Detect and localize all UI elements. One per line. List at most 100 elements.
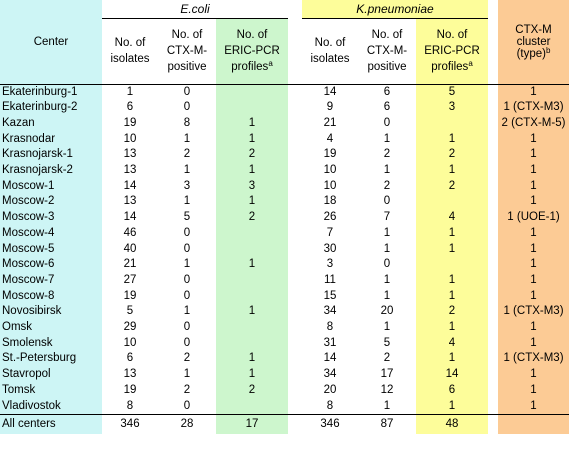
- ecoli-positive-cell: 0: [158, 398, 216, 415]
- ecoli-profiles-cell: 3: [216, 178, 288, 195]
- cluster-cell: 1 (CTX-M3): [498, 100, 569, 116]
- cluster-cell: 1 (UOE-1): [498, 210, 569, 226]
- center-cell: Moscow-2: [0, 194, 102, 211]
- spacer-cell: [488, 335, 498, 352]
- kpn-positive-cell: 6: [358, 83, 416, 101]
- ecoli-profiles-cell: 2: [216, 147, 288, 164]
- kpn-isolates-cell: 14: [302, 83, 358, 101]
- spacer-cell: [288, 351, 302, 368]
- spacer-cell: [488, 367, 498, 383]
- ecoli-profiles-cell: 1: [216, 351, 288, 368]
- table-row: Moscow-5 40 0 30 1 1 1: [0, 241, 569, 258]
- kpn-profiles-cell: 1: [416, 241, 488, 258]
- ecoli-profiles-cell: 1: [216, 257, 288, 273]
- spacer-cell: [288, 272, 302, 289]
- ecoli-profiles-cell: 1: [216, 163, 288, 179]
- kpn-isolates-cell: 346: [302, 414, 358, 435]
- kpn-isolates-cell: 26: [302, 210, 358, 226]
- kpn-positive-cell: 1: [358, 241, 416, 258]
- ecoli-isolates-cell: 27: [102, 272, 158, 289]
- kpn-positive-cell: 1: [358, 131, 416, 148]
- kpn-positive-cell: 1: [358, 225, 416, 242]
- table-row: Moscow-2 13 1 1 18 0 1: [0, 194, 569, 211]
- ecoli-profiles-cell: [216, 100, 288, 116]
- ecoli-isolates-cell: 46: [102, 225, 158, 242]
- kpn-profiles-cell: 1: [416, 398, 488, 415]
- ecoli-isolates-cell: 19: [102, 382, 158, 399]
- ecoli-isolates-cell: 13: [102, 147, 158, 164]
- ecoli-positive-cell: 2: [158, 147, 216, 164]
- center-cell: Novosibirsk: [0, 304, 102, 321]
- center-cell: St.-Petersburg: [0, 351, 102, 368]
- center-cell: Krasnojarsk-2: [0, 163, 102, 179]
- spacer-cell: [288, 225, 302, 242]
- cluster-cell: 1: [498, 241, 569, 258]
- kpn-profiles-cell: [416, 257, 488, 273]
- spacer-cell: [288, 83, 302, 101]
- kpn-isolates-cell: 10: [302, 163, 358, 179]
- ecoli-positive-header: No. of CTX-M- positive: [158, 18, 216, 84]
- kpn-profiles-cell: 48: [416, 414, 488, 435]
- spacer-cell: [288, 257, 302, 273]
- ecoli-isolates-cell: 6: [102, 351, 158, 368]
- table-row: Krasnojarsk-2 13 1 1 10 1 1 1: [0, 163, 569, 179]
- spacer-cell: [488, 83, 498, 101]
- ecoli-positive-cell: 1: [158, 131, 216, 148]
- kpn-profiles-cell: 1: [416, 320, 488, 336]
- ecoli-isolates-cell: 13: [102, 163, 158, 179]
- cluster-cell: 1: [498, 178, 569, 195]
- spacer-cell: [288, 131, 302, 148]
- table-row: Novosibirsk 5 1 1 34 20 2 1 (CTX-M3): [0, 304, 569, 321]
- ecoli-profiles-cell: 1: [216, 131, 288, 148]
- center-cell: Omsk: [0, 320, 102, 336]
- ecoli-positive-cell: 0: [158, 83, 216, 101]
- table-row: Stavropol 13 1 1 34 17 14 1: [0, 367, 569, 383]
- ecoli-profiles-cell: [216, 241, 288, 258]
- ecoli-isolates-cell: 13: [102, 367, 158, 383]
- ecoli-positive-cell: 2: [158, 351, 216, 368]
- ecoli-profiles-cell: 2: [216, 210, 288, 226]
- cluster-cell: 1: [498, 367, 569, 383]
- spacer-cell: [488, 398, 498, 415]
- spacer-cell: [488, 210, 498, 226]
- kpn-isolates-cell: 3: [302, 257, 358, 273]
- kpn-profiles-cell: 2: [416, 304, 488, 321]
- kpn-positive-cell: 1: [358, 272, 416, 289]
- cluster-cell: 1: [498, 382, 569, 399]
- cluster-cell: 2 (CTX-M-5): [498, 115, 569, 132]
- kpn-positive-cell: 2: [358, 178, 416, 195]
- spacer-cell: [288, 398, 302, 415]
- table-row: Moscow-3 14 5 2 26 7 4 1 (UOE-1): [0, 210, 569, 226]
- cluster-cell: 1: [498, 257, 569, 273]
- kpn-positive-cell: 1: [358, 163, 416, 179]
- kpn-isolates-cell: 8: [302, 320, 358, 336]
- ecoli-profiles-cell: [216, 320, 288, 336]
- center-cell: Smolensk: [0, 335, 102, 352]
- spacer-cell: [488, 414, 498, 435]
- kpn-positive-cell: 0: [358, 257, 416, 273]
- ecoli-isolates-cell: 13: [102, 194, 158, 211]
- ecoli-positive-cell: 8: [158, 115, 216, 132]
- ecoli-positive-cell: 1: [158, 367, 216, 383]
- kpn-isolates-cell: 21: [302, 115, 358, 132]
- kpn-profiles-cell: 2: [416, 178, 488, 195]
- spacer-cell: [488, 257, 498, 273]
- spacer-cell: [488, 131, 498, 148]
- ecoli-profiles-cell: 2: [216, 382, 288, 399]
- ecoli-isolates-cell: 21: [102, 257, 158, 273]
- spacer-cell: [488, 320, 498, 336]
- ecoli-positive-cell: 28: [158, 414, 216, 435]
- center-cell: Ekaterinburg-1: [0, 83, 102, 101]
- kpn-positive-cell: 12: [358, 382, 416, 399]
- kpn-profiles-cell: 4: [416, 335, 488, 352]
- spacer-cell: [288, 320, 302, 336]
- kpn-positive-cell: 2: [358, 351, 416, 368]
- cluster-header-line: CTX-M: [515, 23, 552, 36]
- kpn-profiles-cell: 1: [416, 351, 488, 368]
- ecoli-positive-cell: 0: [158, 288, 216, 305]
- ecoli-isolates-cell: 346: [102, 414, 158, 435]
- cluster-cell: 1: [498, 335, 569, 352]
- spacer-col: [488, 0, 498, 84]
- profiles-footnote-mark: a: [468, 59, 473, 68]
- kpn-isolates-cell: 14: [302, 351, 358, 368]
